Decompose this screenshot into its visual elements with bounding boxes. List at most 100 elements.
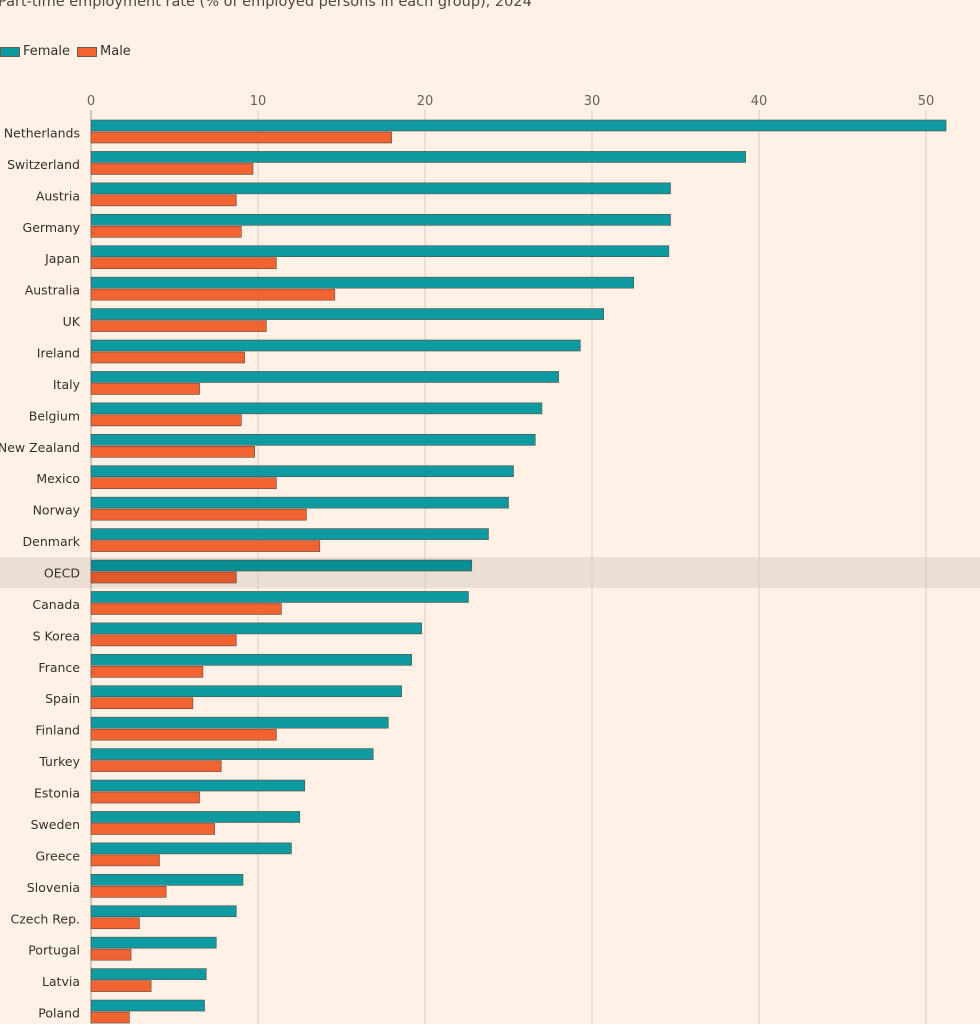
bar-female (90, 371, 559, 383)
category-label: Belgium (29, 408, 80, 423)
bar-female (90, 213, 671, 226)
bar-male (90, 445, 255, 458)
bar-male (90, 383, 200, 395)
bar-male (90, 697, 194, 710)
bar-male (90, 760, 222, 772)
category-label: Estonia (34, 786, 80, 801)
bar-female (90, 654, 412, 666)
category-label: Sweden (31, 817, 80, 832)
legend-item-female: Female (0, 44, 70, 59)
bar-female (90, 999, 205, 1012)
bar-male (90, 854, 160, 867)
bar-female (90, 811, 301, 823)
bar-male (90, 823, 215, 835)
bar-female (90, 936, 217, 949)
category-label: Italy (53, 377, 81, 392)
category-label: S Korea (33, 628, 80, 643)
bar-male (90, 508, 307, 521)
category-label: Portugal (28, 943, 80, 958)
bar-female (90, 874, 244, 886)
bar-female (90, 182, 671, 195)
bar-female (90, 685, 402, 698)
bar-female (90, 528, 489, 540)
bar-female (90, 276, 635, 289)
bar-male (90, 666, 204, 678)
bar-female (90, 245, 670, 258)
category-label: France (38, 660, 80, 675)
x-tick-label: 20 (417, 94, 434, 109)
bar-female (90, 559, 473, 572)
bar-male (90, 540, 321, 552)
x-tick-label: 40 (751, 94, 768, 109)
category-label: Denmark (23, 534, 81, 549)
bar-female (90, 748, 374, 760)
category-label: Austria (36, 188, 80, 203)
bar-male (90, 131, 392, 144)
bar-male (90, 351, 245, 364)
category-label: Canada (32, 597, 80, 612)
x-tick-label: 30 (584, 94, 601, 109)
category-label: Finland (35, 723, 80, 738)
category-label: New Zealand (0, 440, 80, 455)
bar-female (90, 842, 292, 855)
chart-title: Part-time employment rate (% of employed… (0, 0, 532, 10)
bar-female (90, 905, 237, 918)
bar-female (90, 433, 536, 446)
category-label: Slovenia (27, 880, 80, 895)
bar-male (90, 728, 277, 741)
category-label: Australia (25, 283, 80, 298)
bar-male (90, 194, 237, 207)
bar-male (90, 917, 140, 930)
legend-swatch-male (77, 46, 98, 57)
bar-female (90, 591, 469, 603)
bar-male (90, 477, 277, 490)
bar-male (90, 414, 242, 427)
bar-male (90, 163, 254, 175)
bar-male (90, 603, 282, 615)
legend-item-male: Male (77, 44, 131, 59)
category-label: Ireland (37, 346, 80, 361)
category-label: OECD (44, 566, 80, 581)
x-tick-label: 0 (87, 94, 95, 109)
category-label: Spain (45, 691, 80, 706)
bar-male (90, 886, 167, 898)
bar-female (90, 622, 422, 635)
category-label: Germany (23, 220, 81, 235)
category-label: Norway (33, 503, 81, 518)
category-label: UK (63, 314, 81, 329)
bar-female (90, 308, 604, 320)
bar-female (90, 339, 581, 352)
category-label: Czech Rep. (11, 911, 80, 926)
bar-male (90, 791, 200, 804)
category-label: Netherlands (4, 126, 80, 141)
bar-male (90, 288, 336, 301)
legend-swatch-female (0, 46, 20, 57)
category-label: Japan (44, 251, 80, 266)
bar-male (90, 571, 237, 584)
bar-male (90, 948, 132, 961)
category-label: Switzerland (7, 157, 80, 172)
category-label: Greece (36, 848, 81, 863)
bar-male (90, 320, 267, 332)
bar-male (90, 1011, 130, 1024)
bar-male (90, 257, 277, 270)
bar-female (90, 151, 746, 163)
category-label: Mexico (36, 471, 80, 486)
bar-male (90, 634, 237, 647)
bar-female (90, 402, 543, 415)
category-label: Turkey (38, 754, 80, 769)
bar-male (90, 225, 242, 238)
bar-female (90, 465, 514, 478)
legend-label-male: Male (100, 44, 131, 59)
bar-female (90, 716, 389, 729)
category-label: Latvia (42, 974, 80, 989)
bar-female (90, 119, 947, 132)
bar-female (90, 496, 509, 509)
x-tick-label: 10 (250, 94, 267, 109)
category-label: Poland (38, 1006, 80, 1021)
bar-female (90, 968, 207, 980)
legend-label-female: Female (23, 44, 71, 59)
bar-female (90, 779, 306, 792)
x-tick-label: 50 (918, 94, 935, 109)
